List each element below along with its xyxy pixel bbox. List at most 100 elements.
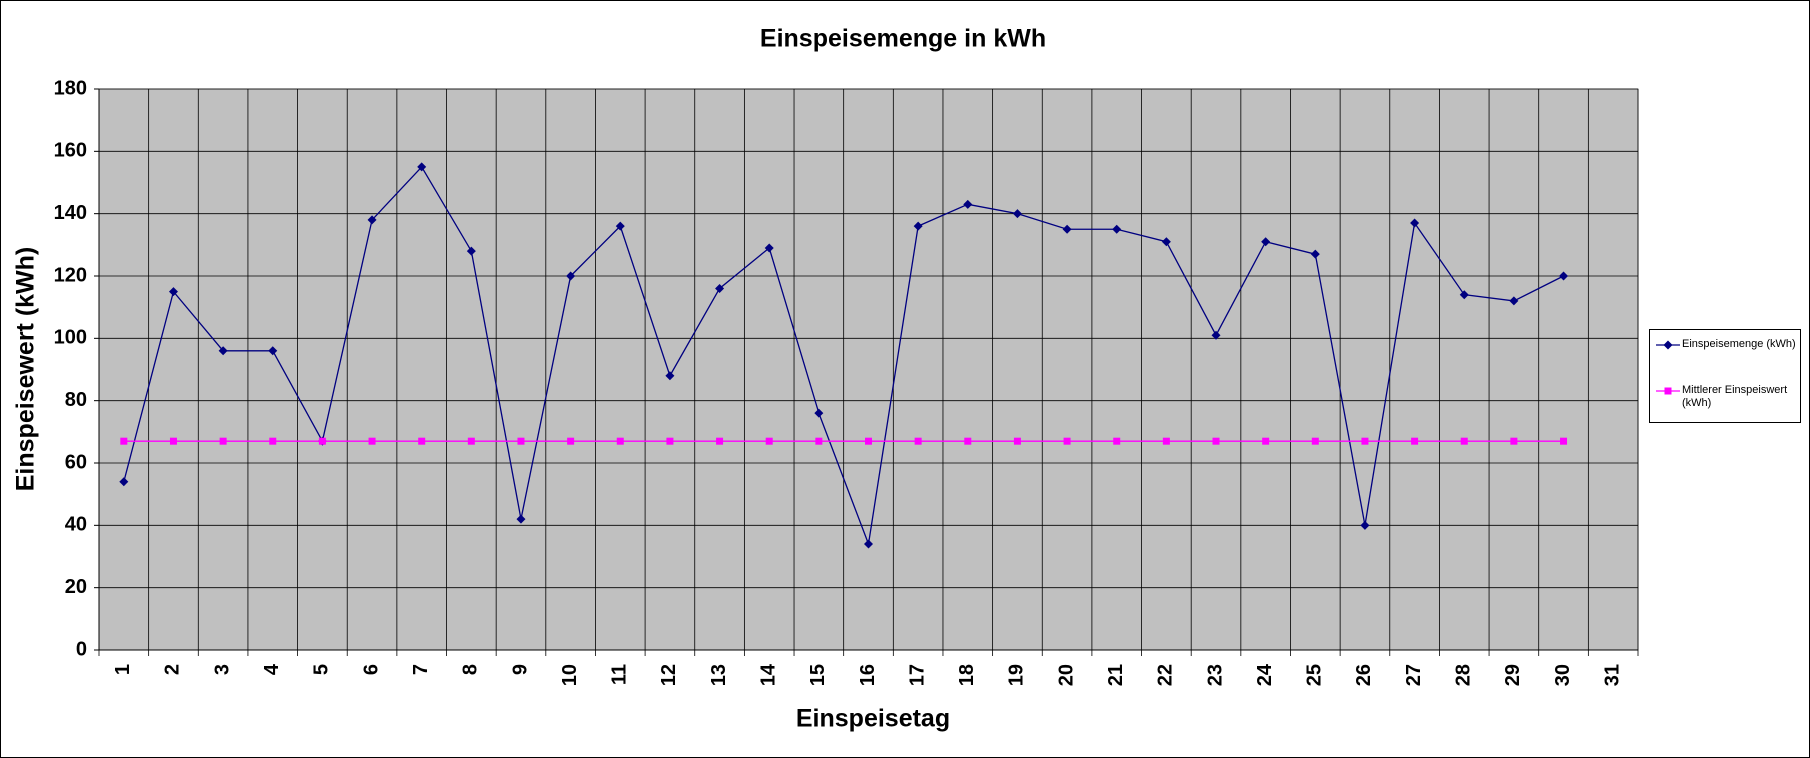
marker xyxy=(169,437,177,445)
marker xyxy=(1261,237,1271,247)
x-tick-label: 23 xyxy=(1204,664,1226,686)
x-tick-label: 3 xyxy=(211,664,233,675)
marker xyxy=(1361,437,1369,445)
x-tick-label: 15 xyxy=(807,664,829,686)
legend: Einspeisemenge (kWh) Mittlerer Einspeiswe… xyxy=(1649,329,1801,423)
marker xyxy=(219,437,227,445)
chart-title: Einspeisemenge in kWh xyxy=(760,25,1046,53)
y-tick-label: 160 xyxy=(54,140,87,162)
x-tick-label: 10 xyxy=(559,664,581,686)
marker xyxy=(1013,437,1021,445)
marker xyxy=(1112,224,1122,234)
y-axis-label: Einspeisewert (kWh) xyxy=(12,247,40,492)
x-tick-label: 9 xyxy=(509,664,531,675)
y-tick-label: 0 xyxy=(76,638,87,660)
x-tick-label: 2 xyxy=(162,664,184,675)
marker xyxy=(566,271,576,281)
legend-item: Mittlerer Einspeiswert (kWh) xyxy=(1654,384,1798,410)
marker xyxy=(1460,437,1468,445)
marker xyxy=(1559,271,1569,281)
y-tick-label: 40 xyxy=(65,514,87,536)
y-tick-label: 180 xyxy=(54,77,87,99)
legend-label: Einspeisemenge (kWh) xyxy=(1682,338,1796,350)
x-tick-label: 18 xyxy=(956,664,978,686)
marker xyxy=(1161,237,1171,247)
marker xyxy=(467,437,475,445)
marker xyxy=(765,437,773,445)
marker xyxy=(864,539,873,549)
marker xyxy=(764,243,774,253)
x-tick-label: 25 xyxy=(1304,664,1326,686)
y-tick-label: 20 xyxy=(65,576,87,598)
marker xyxy=(666,437,674,445)
marker xyxy=(1664,387,1672,395)
marker xyxy=(168,287,178,297)
x-tick-label: 16 xyxy=(857,664,879,686)
marker xyxy=(1262,437,1270,445)
x-tick-label: 21 xyxy=(1105,664,1127,686)
marker xyxy=(1311,437,1319,445)
marker xyxy=(913,221,923,231)
marker xyxy=(417,162,427,172)
marker xyxy=(964,437,972,445)
x-tick-label: 30 xyxy=(1552,664,1574,686)
legend-label: Mittlerer Einspeiswert (kWh) xyxy=(1682,384,1788,409)
marker xyxy=(517,437,525,445)
plot-area xyxy=(98,88,1639,651)
marker xyxy=(1410,218,1420,228)
x-tick-label: 17 xyxy=(906,664,928,686)
marker xyxy=(1162,437,1170,445)
marker xyxy=(1012,209,1022,219)
marker xyxy=(1212,437,1220,445)
legend-swatch xyxy=(1656,340,1680,350)
marker xyxy=(665,371,675,381)
marker xyxy=(1062,224,1072,234)
marker xyxy=(1663,340,1673,350)
y-tick-label: 100 xyxy=(54,327,87,349)
x-tick-label: 6 xyxy=(360,664,382,675)
marker xyxy=(814,408,824,418)
y-tick-label: 140 xyxy=(54,202,87,224)
marker xyxy=(1560,437,1568,445)
marker xyxy=(418,437,426,445)
x-tick-label: 8 xyxy=(460,664,482,675)
x-tick-label: 5 xyxy=(311,664,333,675)
marker xyxy=(616,437,624,445)
x-axis-label: Einspeisetag xyxy=(796,705,950,733)
marker xyxy=(1063,437,1071,445)
marker xyxy=(368,437,376,445)
marker xyxy=(119,477,129,487)
marker xyxy=(715,283,725,293)
x-tick-label: 28 xyxy=(1453,664,1475,686)
marker xyxy=(716,437,724,445)
x-tick-label: 27 xyxy=(1403,664,1425,686)
x-tick-label: 22 xyxy=(1155,664,1177,686)
marker xyxy=(218,346,228,356)
marker xyxy=(1509,296,1519,306)
marker xyxy=(466,246,476,256)
x-tick-label: 11 xyxy=(609,664,631,685)
legend-item: Einspeisemenge (kWh) xyxy=(1654,338,1798,352)
x-tick-label: 4 xyxy=(261,663,283,675)
x-tick-label: 19 xyxy=(1006,664,1028,686)
x-tick-label: 7 xyxy=(410,664,432,675)
x-tick-label: 20 xyxy=(1055,664,1077,686)
marker xyxy=(1510,437,1518,445)
marker xyxy=(1113,437,1121,445)
marker xyxy=(1360,520,1370,530)
x-tick-label: 14 xyxy=(757,663,779,686)
marker xyxy=(1411,437,1419,445)
x-tick-label: 24 xyxy=(1254,663,1276,686)
x-tick-label: 13 xyxy=(708,664,730,686)
x-tick-label: 26 xyxy=(1353,664,1375,686)
marker xyxy=(268,346,278,356)
marker xyxy=(865,437,872,445)
y-tick-label: 60 xyxy=(65,451,87,473)
marker xyxy=(615,221,625,231)
marker xyxy=(516,514,526,524)
marker xyxy=(815,437,823,445)
marker xyxy=(269,437,277,445)
legend-swatch xyxy=(1656,387,1680,395)
